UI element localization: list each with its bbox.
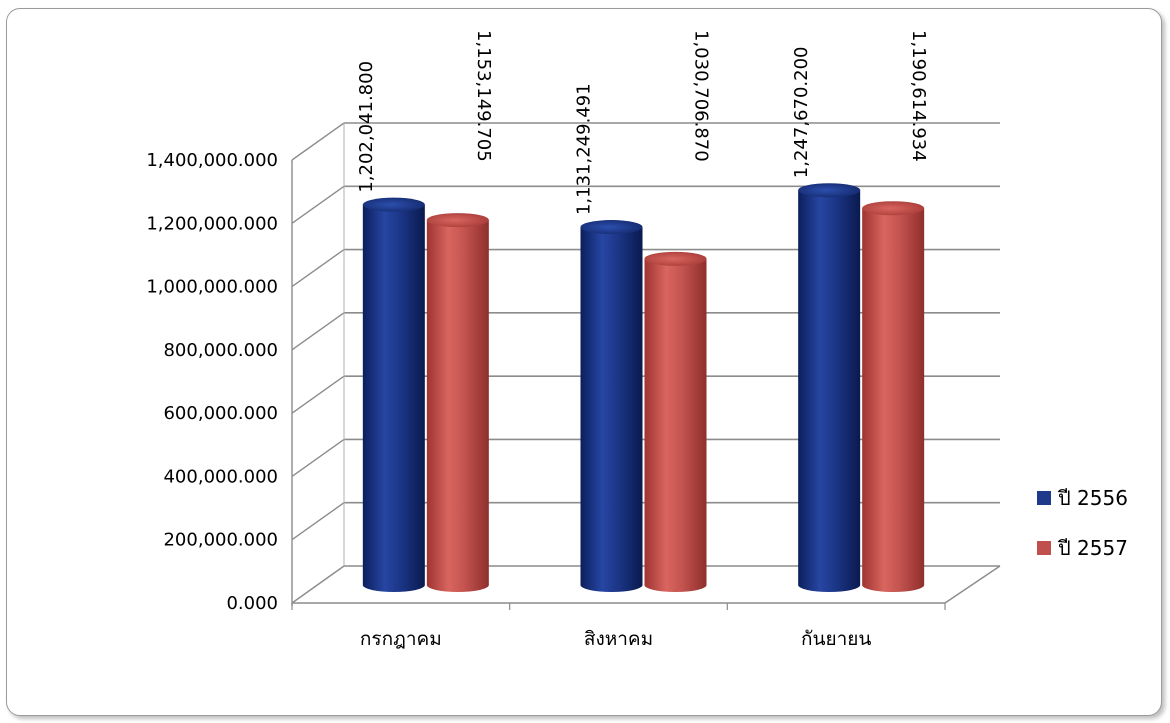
data-label: 1,202,041.800: [356, 61, 377, 193]
y-tick-label: 400,000.000: [163, 466, 278, 487]
y-axis-labels: 0.000 200,000.000 400,000.000 600,000.000 80…: [146, 150, 278, 614]
y-tick-label: 600,000.000: [163, 403, 278, 424]
x-tick-label: กรกฎาคม: [360, 628, 442, 650]
y-tick-label: 1,200,000.000: [146, 213, 278, 234]
bar-body: [798, 190, 861, 593]
gridline-depth: [291, 185, 345, 224]
bar-body: [426, 220, 489, 593]
bar-series2: [862, 201, 925, 593]
bars: 1,202,041.800 1,153,149.705 1,131,249.491 1…: [356, 30, 929, 593]
legend-label: ปี 2557: [1058, 536, 1128, 560]
y-tick-label: 0.000: [226, 593, 278, 614]
legend: ปี 2556 ปี 2557: [1037, 486, 1128, 560]
bar-top: [798, 183, 861, 198]
bar-series1: [580, 220, 643, 593]
x-axis-labels: กรกฎาคม สิงหาคม กันยายน: [360, 628, 871, 650]
legend-swatch: [1037, 491, 1051, 505]
gridline-depth: [291, 502, 345, 541]
gridline-depth: [291, 375, 345, 414]
bar-series1: [362, 197, 425, 593]
y-tick-label: 1,400,000.000: [146, 150, 278, 171]
y-tick-label: 200,000.000: [163, 530, 278, 551]
bar-top: [862, 201, 925, 216]
bar-body: [362, 204, 425, 593]
bar-top: [426, 213, 489, 228]
gridline-depth: [291, 438, 345, 477]
data-label: 1,190,614.934: [908, 30, 929, 162]
gridline-depth: [291, 565, 345, 604]
bar-body: [644, 258, 707, 593]
legend-label: ปี 2556: [1058, 486, 1128, 510]
gridline-depth: [291, 312, 345, 351]
y-tick-label: 1,000,000.000: [146, 277, 278, 298]
floor-right-edge: [944, 565, 1001, 604]
legend-swatch: [1037, 541, 1051, 555]
data-label: 1,153,149.705: [473, 30, 494, 162]
bar-series2: [426, 213, 489, 593]
gridline-depth: [291, 249, 345, 288]
data-label: 1,247,670.200: [791, 47, 812, 179]
data-label: 1,030,706.870: [691, 30, 712, 162]
bar-top: [644, 251, 707, 266]
data-label: 1,131,249.491: [574, 83, 595, 215]
x-tick-label: กันยายน: [801, 628, 871, 650]
bar-body: [580, 227, 643, 593]
bar-series1: [798, 183, 861, 593]
bar-top: [580, 220, 643, 235]
gridline-depth: [291, 122, 345, 161]
x-tick-label: สิงหาคม: [584, 628, 653, 650]
y-tick-label: 800,000.000: [163, 340, 278, 361]
bar-series2: [644, 251, 707, 593]
bar-body: [862, 208, 925, 593]
bar-top: [362, 197, 425, 212]
